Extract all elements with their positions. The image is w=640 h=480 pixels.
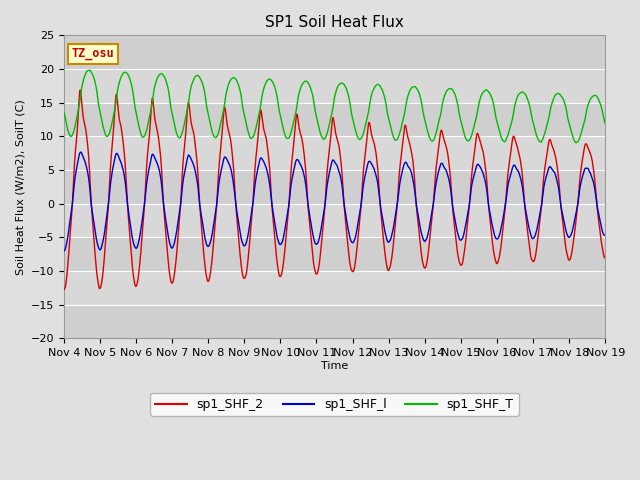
Bar	[64, 103, 605, 136]
Bar	[64, 170, 605, 204]
Bar	[64, 305, 605, 338]
X-axis label: Time: Time	[321, 360, 348, 371]
Bar	[64, 237, 605, 271]
Legend: sp1_SHF_2, sp1_SHF_l, sp1_SHF_T: sp1_SHF_2, sp1_SHF_l, sp1_SHF_T	[150, 393, 518, 416]
Text: TZ_osu: TZ_osu	[72, 48, 115, 60]
Y-axis label: Soil Heat Flux (W/m2), SoilT (C): Soil Heat Flux (W/m2), SoilT (C)	[15, 99, 25, 275]
Bar	[64, 36, 605, 69]
Title: SP1 Soil Heat Flux: SP1 Soil Heat Flux	[265, 15, 404, 30]
